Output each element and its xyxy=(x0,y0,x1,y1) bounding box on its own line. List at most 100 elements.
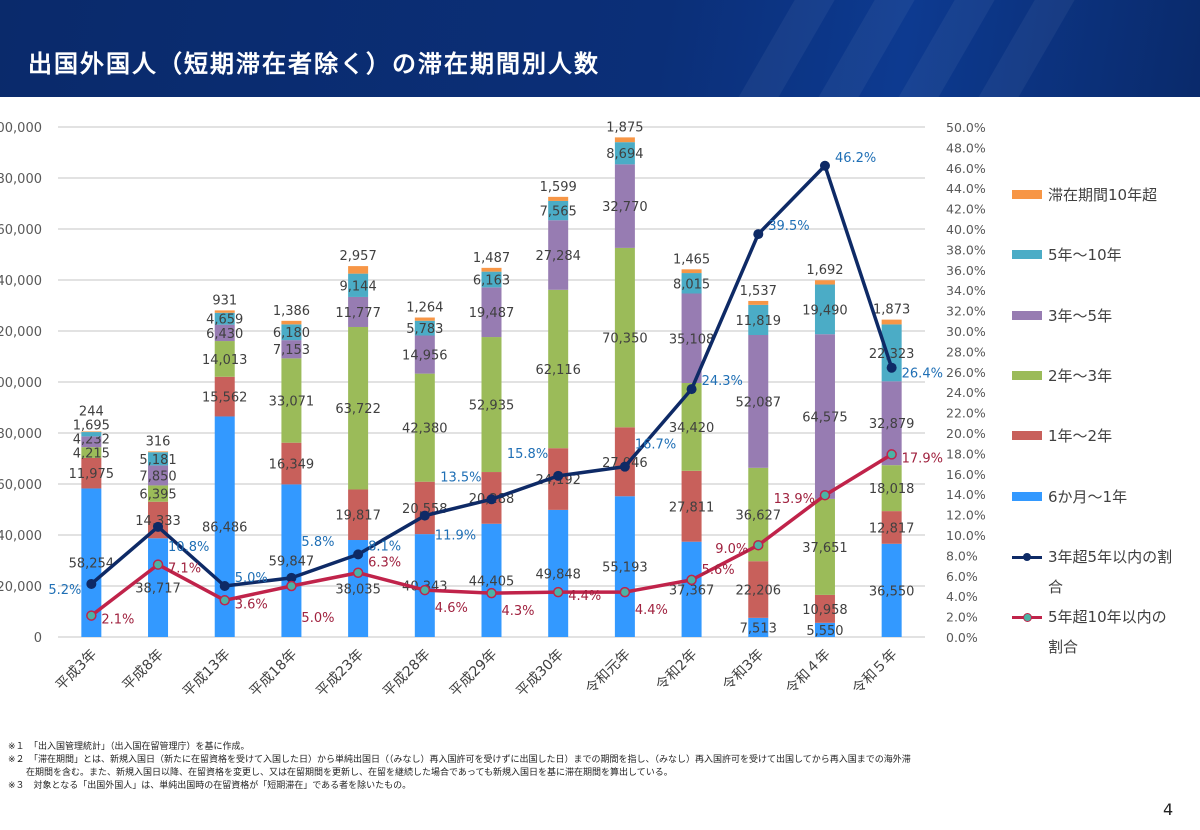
y-right-tick-label: 6.0% xyxy=(946,569,978,584)
y-right-tick-label: 28.0% xyxy=(946,344,986,359)
legend-item-3-5yr: 3年～5年 xyxy=(1012,301,1172,331)
bar-segment xyxy=(481,523,502,637)
legend-item-1-2yr: 1年～2年 xyxy=(1012,421,1172,451)
bar-data-label: 6,180 xyxy=(273,326,310,341)
x-category-label: 令和2年 xyxy=(653,647,700,694)
bar-data-label: 59,847 xyxy=(269,555,315,570)
y-right-tick-label: 36.0% xyxy=(946,263,986,278)
line-marker xyxy=(486,494,497,505)
bar-segment xyxy=(148,538,169,637)
line-marker xyxy=(753,539,764,551)
bar-segment xyxy=(81,457,102,489)
y-right-tick-label: 34.0% xyxy=(946,283,986,298)
bar-segment xyxy=(481,287,502,338)
y-left-tick-label: 60,000 xyxy=(0,478,42,493)
bar-data-label: 7,513 xyxy=(740,621,777,636)
bar-data-label: 64,575 xyxy=(802,411,848,426)
x-category-label: 令和４年 xyxy=(783,647,834,698)
bar-segment xyxy=(814,334,835,499)
y-left-tick-label: 200,000 xyxy=(0,121,42,136)
y-left-tick-label: 140,000 xyxy=(0,274,42,289)
bar-data-label: 52,935 xyxy=(469,399,515,414)
legend-label: 2年～3年 xyxy=(1048,367,1113,385)
bar-data-label: 7,565 xyxy=(540,205,577,220)
line-data-label: 17.9% xyxy=(902,451,943,466)
bar-data-label: 27,284 xyxy=(535,249,581,264)
footnotes: ※１ 「出入国管理統計」（出入国在留管理庁）を基に作成。 ※２ 「滞在期間」とは… xyxy=(8,741,911,793)
bar-data-label: 12,817 xyxy=(869,521,915,536)
line-marker xyxy=(286,580,297,592)
y-left-tick-label: 180,000 xyxy=(0,172,42,187)
line-data-label: 16.7% xyxy=(635,438,676,453)
footnote: ※１ 「出入国管理統計」（出入国在留管理庁）を基に作成。 xyxy=(8,742,250,752)
y-left-tick-label: 120,000 xyxy=(0,325,42,340)
bar-segment xyxy=(81,447,102,458)
bar-segment xyxy=(748,467,769,562)
x-category-label: 平成18年 xyxy=(247,647,301,701)
bar-segment xyxy=(214,310,235,313)
bar-segment xyxy=(81,436,102,448)
bar-data-label: 36,550 xyxy=(869,584,915,599)
bar-data-label: 14,013 xyxy=(202,353,248,368)
line-marker xyxy=(486,587,497,599)
x-category-label: 令和3年 xyxy=(720,647,767,694)
bar-data-label: 5,550 xyxy=(806,624,843,639)
page-title: 出国外国人（短期滞在者除く）の滞在期間別人数 xyxy=(28,50,600,78)
bar-data-label: 86,486 xyxy=(202,521,248,536)
x-category-label: 平成3年 xyxy=(53,647,100,694)
bar-segment xyxy=(681,273,702,294)
bar-data-label: 8,015 xyxy=(673,277,710,292)
bar-segment xyxy=(348,266,369,274)
y-right-tick-label: 8.0% xyxy=(946,548,978,563)
line-marker xyxy=(553,470,564,481)
chart: 0 20,000 40,000 60,000 80,000 100,000 120,000 1… xyxy=(0,120,986,701)
bar-data-label: 1,692 xyxy=(806,263,843,278)
bar-segment xyxy=(281,484,302,637)
bar-data-label: 7,850 xyxy=(139,469,176,484)
x-category-label: 令和５年 xyxy=(850,647,901,698)
bar-segment xyxy=(681,269,702,274)
line-data-label: 5.2% xyxy=(48,583,81,598)
bar-data-label: 32,770 xyxy=(602,200,648,215)
bar-data-label: 34,420 xyxy=(669,421,715,436)
bar-data-label: 55,193 xyxy=(602,561,648,576)
bar-segment xyxy=(548,200,569,221)
line-marker xyxy=(86,578,97,589)
line-data-label: 26.4% xyxy=(902,367,943,382)
bar-segment xyxy=(148,452,169,466)
bar-segment xyxy=(348,273,369,297)
bar-segment xyxy=(481,267,502,272)
bar-segment xyxy=(614,496,635,637)
bar-segment xyxy=(81,432,102,437)
bar-segment xyxy=(81,488,102,637)
bar-data-label: 14,956 xyxy=(402,349,448,364)
bar-segment xyxy=(748,300,769,305)
bar-segment xyxy=(614,142,635,165)
x-category-label: 平成23年 xyxy=(313,647,367,701)
line-data-label: 8.1% xyxy=(368,539,401,554)
bar-segment xyxy=(881,465,902,512)
bar-segment xyxy=(414,317,435,321)
bar-segment xyxy=(481,271,502,288)
line-marker xyxy=(419,584,431,596)
legend-item-6m-1yr: 6か月～1年 xyxy=(1012,482,1172,512)
bar-data-label: 33,071 xyxy=(269,395,315,410)
legend-swatch xyxy=(1012,311,1042,320)
x-category-label: 平成29年 xyxy=(447,647,501,701)
bar-segment xyxy=(414,481,435,535)
bar-data-label: 37,651 xyxy=(802,541,848,556)
footnote: 在期間を含む。また、新規入国日以降、在留資格を変更し、又は在留期間を更新し、在留… xyxy=(8,768,673,778)
line-data-label: 6.3% xyxy=(368,556,401,571)
line-data-label: 5.0% xyxy=(235,571,268,586)
bar-segment xyxy=(681,293,702,384)
bar-segment xyxy=(214,312,235,325)
line-marker xyxy=(753,229,764,240)
bar-data-label: 244 xyxy=(79,405,104,420)
line-data-label: 11.9% xyxy=(435,529,476,544)
line-data-label: 4.4% xyxy=(568,589,601,604)
line-marker xyxy=(686,384,697,395)
bar-data-label: 15,562 xyxy=(202,391,248,406)
legend-swatch xyxy=(1012,190,1042,199)
line-data-label: 7.1% xyxy=(168,562,201,577)
bar-data-label: 19,487 xyxy=(469,306,515,321)
